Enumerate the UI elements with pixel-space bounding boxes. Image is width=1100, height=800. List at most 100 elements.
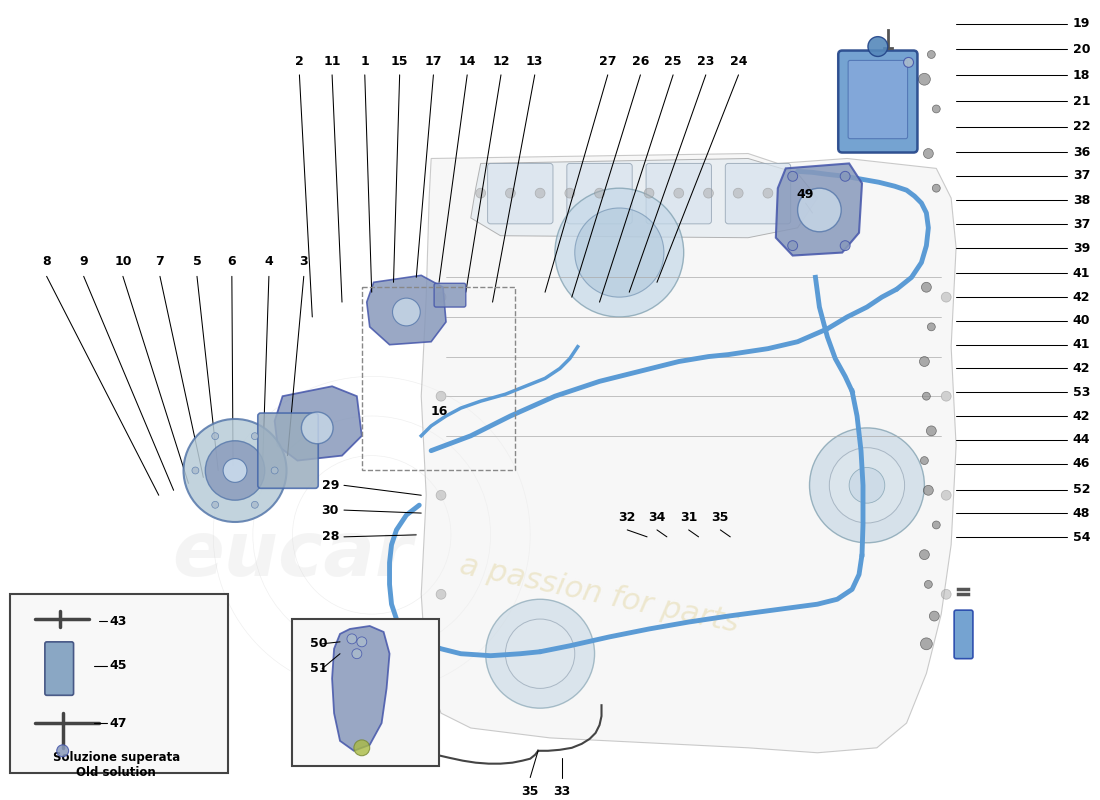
Text: 7: 7	[155, 255, 164, 269]
Circle shape	[356, 637, 366, 646]
Text: 51: 51	[310, 662, 328, 675]
FancyBboxPatch shape	[566, 163, 632, 224]
Circle shape	[674, 188, 684, 198]
Text: 40: 40	[1072, 314, 1090, 327]
Circle shape	[535, 188, 544, 198]
Text: 24: 24	[729, 55, 747, 68]
Text: 41: 41	[1072, 338, 1090, 351]
Polygon shape	[366, 275, 446, 345]
Text: 23: 23	[697, 55, 715, 68]
Circle shape	[704, 188, 714, 198]
FancyBboxPatch shape	[434, 283, 465, 307]
Circle shape	[436, 490, 446, 500]
Circle shape	[903, 58, 913, 67]
Circle shape	[840, 241, 850, 250]
Text: 37: 37	[1072, 218, 1090, 230]
Text: 9: 9	[79, 255, 88, 269]
Circle shape	[923, 486, 933, 495]
Circle shape	[788, 171, 798, 182]
Text: 19: 19	[1072, 18, 1090, 30]
Circle shape	[645, 188, 654, 198]
Text: 12: 12	[492, 55, 509, 68]
Circle shape	[942, 292, 952, 302]
FancyBboxPatch shape	[45, 642, 74, 695]
Text: 2: 2	[295, 55, 304, 68]
Text: 28: 28	[321, 530, 339, 543]
Circle shape	[565, 188, 575, 198]
Circle shape	[933, 521, 940, 529]
Text: 44: 44	[1072, 434, 1090, 446]
Circle shape	[927, 50, 935, 58]
Text: 26: 26	[631, 55, 649, 68]
Text: 30: 30	[321, 504, 339, 517]
FancyBboxPatch shape	[848, 61, 908, 138]
Text: 35: 35	[712, 511, 729, 524]
Circle shape	[354, 740, 370, 756]
Text: 31: 31	[680, 511, 697, 524]
Circle shape	[933, 184, 940, 192]
Text: 41: 41	[1072, 267, 1090, 280]
Circle shape	[57, 745, 68, 757]
Circle shape	[868, 37, 888, 57]
Circle shape	[252, 433, 258, 440]
Text: 32: 32	[618, 511, 636, 524]
Text: Soluzione superata: Soluzione superata	[53, 751, 179, 764]
Text: a passion for parts: a passion for parts	[458, 550, 741, 638]
Text: 20: 20	[1072, 42, 1090, 56]
Circle shape	[211, 502, 219, 508]
Polygon shape	[421, 154, 956, 753]
Circle shape	[840, 171, 850, 182]
Circle shape	[920, 550, 929, 560]
Circle shape	[346, 634, 356, 644]
Text: 54: 54	[1072, 530, 1090, 544]
Circle shape	[436, 590, 446, 599]
Text: 16: 16	[430, 405, 448, 418]
Text: 8: 8	[42, 255, 51, 269]
Circle shape	[191, 467, 199, 474]
Text: 22: 22	[1072, 120, 1090, 134]
Circle shape	[475, 188, 485, 198]
Circle shape	[798, 188, 842, 232]
Text: 46: 46	[1072, 457, 1090, 470]
Circle shape	[485, 599, 595, 708]
Text: 34: 34	[648, 511, 666, 524]
Text: 29: 29	[321, 479, 339, 492]
Circle shape	[763, 188, 773, 198]
Circle shape	[942, 590, 952, 599]
Text: 35: 35	[521, 786, 539, 798]
Circle shape	[921, 457, 928, 465]
FancyBboxPatch shape	[257, 413, 318, 488]
Circle shape	[352, 649, 362, 658]
Text: 47: 47	[109, 717, 126, 730]
Circle shape	[393, 298, 420, 326]
Circle shape	[505, 619, 575, 688]
Circle shape	[810, 428, 924, 542]
Circle shape	[436, 391, 446, 401]
Text: 10: 10	[114, 255, 132, 269]
Text: 42: 42	[1072, 410, 1090, 422]
Circle shape	[575, 208, 664, 297]
Text: 3: 3	[299, 255, 308, 269]
Circle shape	[556, 188, 684, 317]
Circle shape	[252, 502, 258, 508]
Circle shape	[918, 74, 931, 85]
Text: 38: 38	[1072, 194, 1090, 207]
Circle shape	[942, 391, 952, 401]
Text: 18: 18	[1072, 69, 1090, 82]
Polygon shape	[332, 626, 389, 750]
Text: 11: 11	[323, 55, 341, 68]
Circle shape	[926, 426, 936, 436]
Text: 53: 53	[1072, 386, 1090, 398]
FancyBboxPatch shape	[646, 163, 712, 224]
FancyBboxPatch shape	[725, 163, 791, 224]
Text: 5: 5	[192, 255, 201, 269]
FancyBboxPatch shape	[10, 594, 228, 773]
Text: 14: 14	[459, 55, 476, 68]
Text: 33: 33	[553, 786, 571, 798]
Text: 6: 6	[228, 255, 236, 269]
Text: 43: 43	[109, 614, 126, 627]
Circle shape	[206, 441, 265, 500]
FancyBboxPatch shape	[293, 619, 439, 766]
Text: 1: 1	[361, 55, 370, 68]
Text: 21: 21	[1072, 95, 1090, 108]
